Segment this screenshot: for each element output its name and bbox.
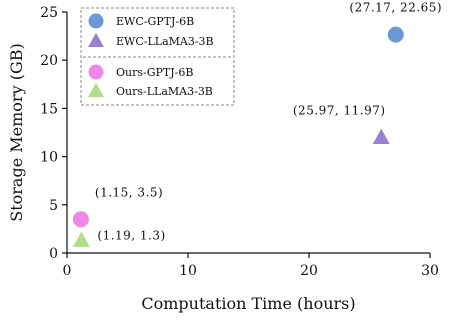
legend-items: EWC-GPTJ-6B EWC-LLaMA3-3B Ours-GPTJ-6B Ours… <box>88 13 214 98</box>
y-tick-label: 10 <box>40 150 58 166</box>
y-tick-label: 5 <box>49 198 58 214</box>
point-annotation: (1.19, 1.3) <box>97 228 165 242</box>
point-annotation: (27.17, 22.65) <box>349 1 442 15</box>
data-point-ewc-gptj-6b <box>387 26 404 43</box>
x-tick-label: 0 <box>63 263 72 279</box>
y-tick-label: 20 <box>40 53 58 69</box>
legend-marker-ours-gptj-6b <box>88 64 104 80</box>
y-tick-label: 25 <box>40 5 58 21</box>
y-axis-title: Storage Memory (GB) <box>7 43 26 221</box>
legend-marker-ewc-gptj-6b <box>88 13 104 29</box>
legend-marker-ours-llama3-3b <box>88 82 104 97</box>
axes <box>66 12 430 254</box>
point-annotations: (27.17, 22.65) (25.97, 11.97) (1.15, 3.5) (… <box>95 1 442 243</box>
x-tick-label: 10 <box>179 263 197 279</box>
legend-label: Ours-GPTJ-6B <box>116 66 193 79</box>
data-points <box>72 26 404 247</box>
legend-label: EWC-GPTJ-6B <box>116 15 194 28</box>
legend-label: Ours-LLaMA3-3B <box>116 85 213 98</box>
point-annotation: (1.15, 3.5) <box>95 185 163 199</box>
data-point-ours-llama3-3b <box>72 231 90 247</box>
data-point-ours-gptj-6b <box>72 211 89 228</box>
x-tick-label: 20 <box>300 263 318 279</box>
y-tick-label: 15 <box>40 101 58 117</box>
y-tick-label: 0 <box>49 246 58 262</box>
data-point-ewc-llama3-3b <box>372 128 390 144</box>
legend-marker-ewc-llama3-3b <box>88 32 104 47</box>
x-tick-label: 30 <box>421 263 439 279</box>
legend: EWC-GPTJ-6B EWC-LLaMA3-3B Ours-GPTJ-6B Ours… <box>80 7 235 106</box>
x-axis-title: Computation Time (hours) <box>141 294 355 313</box>
legend-label: EWC-LLaMA3-3B <box>116 35 214 48</box>
x-ticks: 0 10 20 30 <box>63 253 439 279</box>
y-ticks: 0 5 10 15 20 25 <box>40 5 67 262</box>
point-annotation: (25.97, 11.97) <box>293 104 386 118</box>
